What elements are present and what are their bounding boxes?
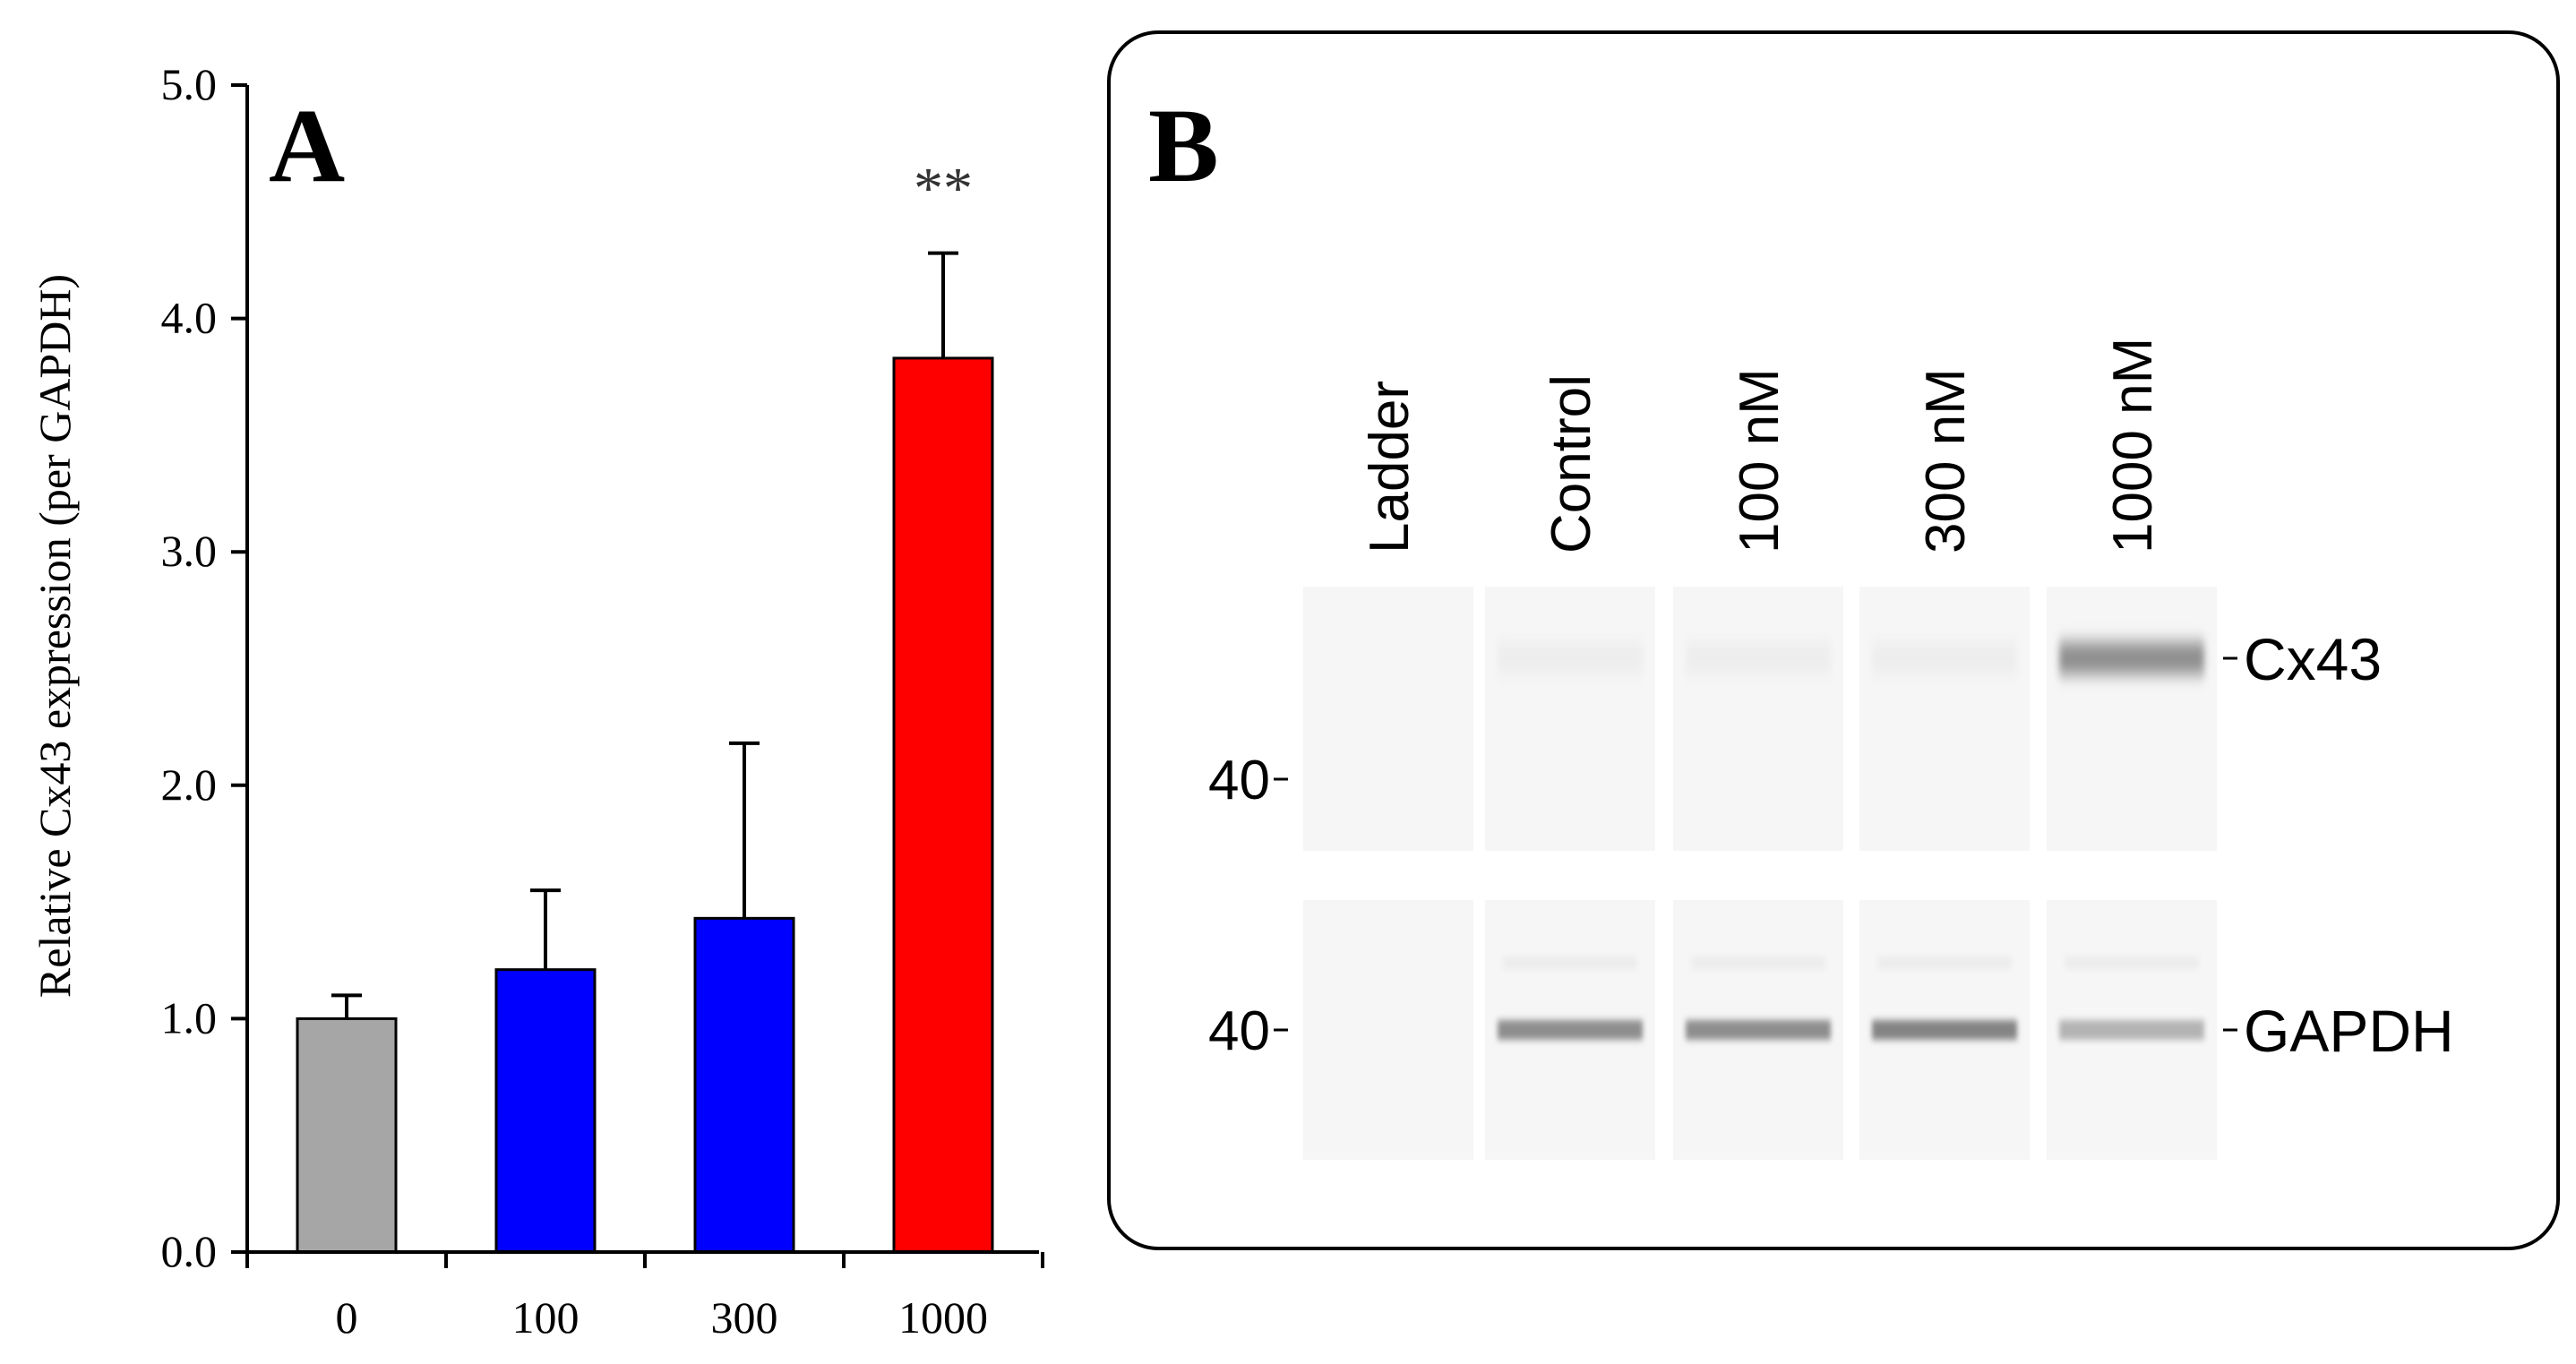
panel-a-label: A: [269, 87, 345, 204]
lane-label-0: Ladder: [1359, 381, 1421, 553]
band-GAPDH-1: [1498, 1020, 1643, 1040]
lane-label-4: 1000 nM: [2102, 338, 2164, 553]
band-GAPDH-3: [1872, 1020, 2017, 1040]
y-tick-label: 0.0: [161, 1226, 218, 1276]
x-tick-label: 0: [336, 1292, 358, 1343]
y-tick-label: 3.0: [161, 526, 218, 576]
y-axis-ticks: 0.0 1.0 2.0 3.0 4.0 5.0: [161, 59, 247, 1276]
y-tick-label: 1.0: [161, 992, 218, 1042]
band-label-GAPDH: GAPDH: [2244, 998, 2454, 1064]
x-tick-label: 1000: [898, 1292, 988, 1343]
annotations: **: [914, 156, 973, 221]
band-labels: Cx43 GAPDH: [2223, 626, 2454, 1064]
blot-lane-0-3: [1859, 587, 2030, 851]
bar-1000: [892, 356, 994, 1254]
bars: [296, 356, 994, 1254]
blot-lane-1-0: [1303, 900, 1473, 1160]
lane-label-3: 300 nM: [1915, 368, 1977, 553]
blot-lane-0-2: [1673, 587, 1843, 851]
x-tick-label: 100: [512, 1292, 580, 1343]
panel-b-label: B: [1148, 87, 1219, 204]
x-axis-ticks: 0 100 300 1000: [245, 1252, 1044, 1343]
y-tick-label: 5.0: [161, 59, 218, 109]
faint-band-4: [2065, 957, 2199, 969]
y-tick-label: 4.0: [161, 293, 218, 343]
marker-label-0: 40: [1208, 750, 1270, 811]
bar-0: [296, 1017, 398, 1254]
panel-b-western-blot: B Ladder Control 100 nM 300 nM 1000 nM 4040 …: [1107, 30, 2560, 1250]
band-label-Cx43: Cx43: [2244, 626, 2382, 692]
lane-labels: Ladder Control 100 nM 300 nM 1000 nM: [1359, 338, 2164, 553]
bar-300: [693, 916, 795, 1254]
y-tick-label: 2.0: [161, 759, 218, 810]
error-bars: [331, 251, 958, 1019]
x-tick-label: 300: [711, 1292, 778, 1343]
faint-band-3: [1877, 957, 2012, 969]
marker-label-1: 40: [1208, 1000, 1270, 1062]
blot-strips: [1303, 587, 2217, 1160]
significance-marker: **: [914, 156, 973, 221]
band-Cx43-1: [1498, 642, 1643, 674]
bar-100: [494, 968, 597, 1254]
faint-band-1: [1503, 957, 1637, 969]
band-GAPDH-4: [2059, 1020, 2204, 1040]
blot-lane-0-4: [2047, 587, 2217, 851]
band-Cx43-4: [2059, 642, 2204, 674]
y-axis-label: Relative Cx43 expression (per GAPDH): [30, 274, 80, 998]
blot-lane-0-0: [1303, 587, 1473, 851]
panel-a-bar-chart: A Relative Cx43 expression (per GAPDH) 0…: [30, 59, 1044, 1343]
band-GAPDH-2: [1686, 1020, 1831, 1040]
band-Cx43-3: [1872, 642, 2017, 674]
faint-band-2: [1691, 957, 1825, 969]
blot-markers: 40 40: [1208, 750, 1288, 1062]
lane-label-1: Control: [1541, 374, 1602, 553]
band-Cx43-2: [1686, 642, 1831, 674]
lane-label-2: 100 nM: [1729, 368, 1790, 553]
blot-lane-0-1: [1485, 587, 1655, 851]
